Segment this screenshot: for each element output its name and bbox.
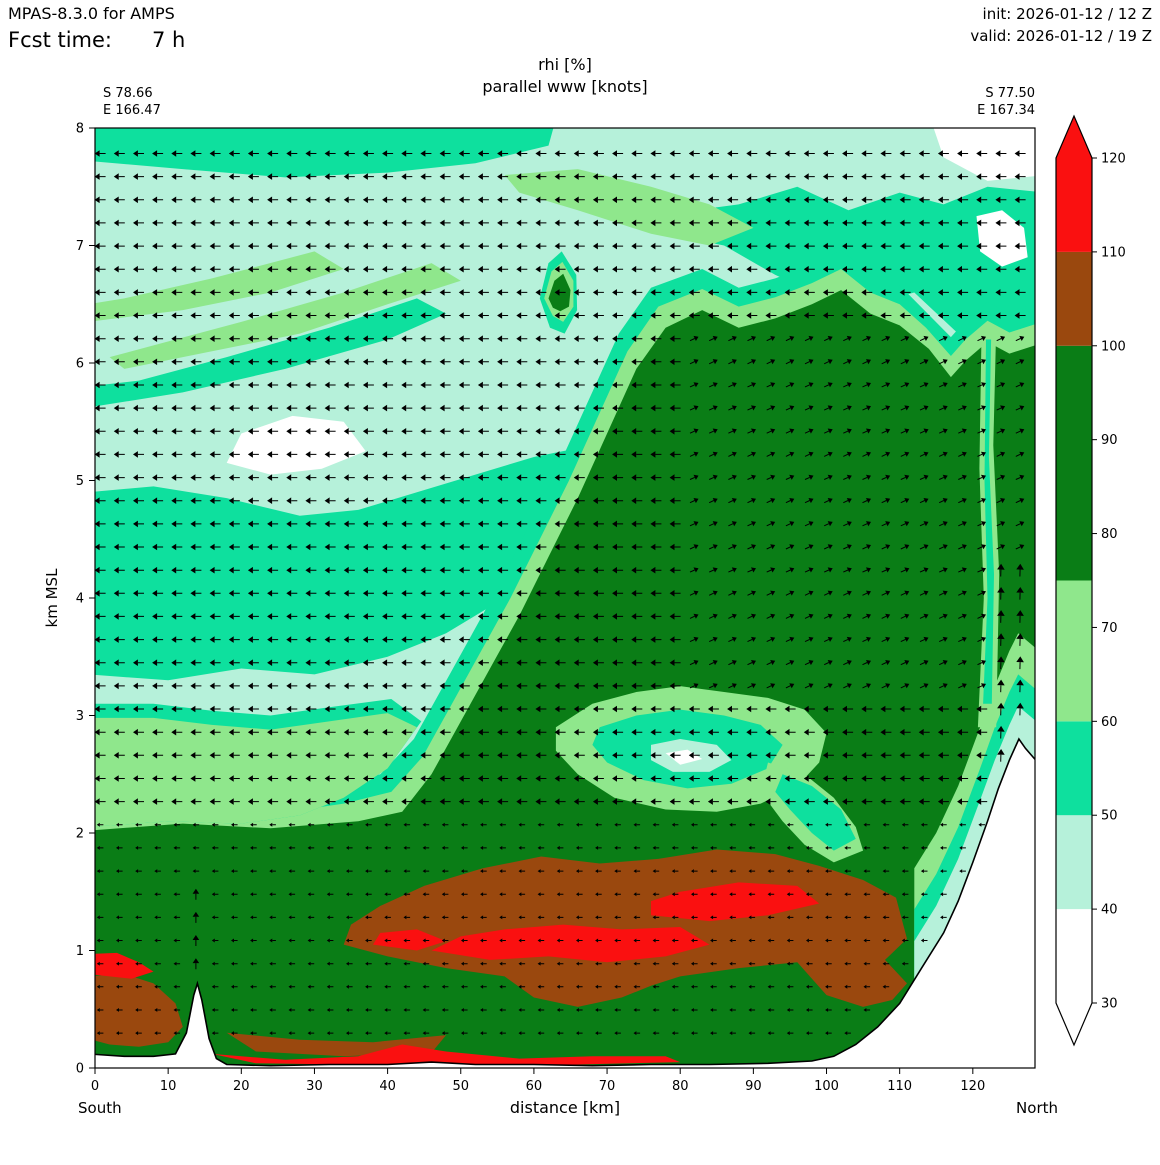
contour-region-white [226,415,366,475]
terrain-fill [95,739,1035,1068]
colorbar-extend-top [1056,116,1092,158]
colorbar-tick-label: 50 [1101,809,1118,824]
corner-right-lon: E 167.34 [977,103,1035,118]
contour-region-spring [95,445,622,681]
y-axis-label: km MSL [43,568,61,628]
contour-region-white [933,128,1035,181]
wind-vector-shafts [99,153,1026,1034]
terrain-line [95,737,1035,1067]
model-version-label: MPAS-8.3.0 for AMPS [8,4,175,23]
x-tick-label: 90 [745,1079,762,1094]
y-tick-label: 0 [76,1062,84,1077]
contour-region-spring [775,774,856,851]
y-tick-label: 5 [76,474,84,489]
colorbar-segment-pale [1056,815,1092,910]
contour-field [95,128,1035,1068]
colorbar-tick-label: 120 [1101,152,1126,167]
y-tick-label: 3 [76,709,84,724]
south-label: South [78,1099,122,1117]
corner-right-lat: S 77.50 [985,86,1035,101]
contour-region-lgreen [504,169,754,246]
forecast-time-value: 7 h [152,28,185,52]
x-tick-label: 100 [814,1079,839,1094]
colorbar-tick-label: 110 [1101,245,1126,260]
colorbar-tick-label: 70 [1101,621,1118,636]
y-tick-label: 4 [76,592,84,607]
contour-region-lgreen [95,713,417,827]
plot-title-vectors: parallel www [knots] [482,77,647,96]
x-axis-label: distance [km] [510,1098,620,1117]
forecast-time-label: Fcst time: [8,28,112,52]
contour-region-red [95,952,154,979]
terrain-profile [95,737,1035,1068]
x-tick-label: 80 [672,1079,689,1094]
contour-region-lgreen [95,251,344,321]
colorbar: 30 40 50 60 70 80 90 100 110 120 [1055,114,1126,1047]
contour-region-white [976,210,1028,267]
colorbar-segment-white [1056,909,1092,1003]
init-time-label: init: 2026-01-12 / 12 Z [983,5,1152,23]
x-tick-label: 40 [379,1079,396,1094]
colorbar-tick-label: 80 [1101,527,1118,542]
y-tick-label: 7 [76,239,84,254]
y-tick-label: 2 [76,827,84,842]
colorbar-tick-label: 30 [1101,997,1118,1012]
contour-region-red [651,882,820,922]
x-tick-label: 70 [599,1079,616,1094]
x-tick-label: 50 [452,1079,469,1094]
colorbar-extend-bottom [1056,1003,1092,1045]
axes: 0 10 20 30 40 50 60 70 80 90 100 110 120 0 1 2 3 4 5 6 7 8 [76,122,1036,1094]
contour-region-spring [95,298,447,407]
contour-region-red [373,929,447,951]
x-tick-label: 120 [960,1079,985,1094]
colorbar-segment-lgreen [1056,580,1092,722]
corner-left-lat: S 78.66 [103,86,153,101]
x-tick-label: 0 [91,1079,99,1094]
colorbar-segment-spring [1056,721,1092,816]
x-tick-label: 30 [306,1079,323,1094]
contour-region-red [431,924,710,963]
contour-region-lgreen [109,263,461,369]
y-tick-label: 6 [76,357,84,372]
plot-title-field: rhi [%] [538,55,592,74]
x-tick-label: 110 [887,1079,912,1094]
x-tick-label: 20 [233,1079,250,1094]
x-tick-label: 60 [526,1079,543,1094]
wind-vector-field [95,150,1026,1036]
contour-region-red [212,1044,681,1065]
y-tick-label: 1 [76,944,84,959]
valid-time-label: valid: 2026-01-12 / 19 Z [970,27,1152,45]
y-tick-label: 8 [76,122,84,137]
colorbar-tick-label: 100 [1101,339,1126,354]
contour-region-spring [95,128,554,178]
contour-region-spring [983,339,994,704]
colorbar-segment-dgreen [1056,345,1092,581]
colorbar-segment-brown [1056,251,1092,346]
north-label: North [1016,1099,1058,1117]
colorbar-tick-label: 90 [1101,433,1118,448]
corner-left-lon: E 166.47 [103,103,161,118]
colorbar-segment-red [1056,158,1092,252]
colorbar-tick-label: 40 [1101,903,1118,918]
x-tick-label: 10 [160,1079,177,1094]
colorbar-tick-label: 60 [1101,715,1118,730]
